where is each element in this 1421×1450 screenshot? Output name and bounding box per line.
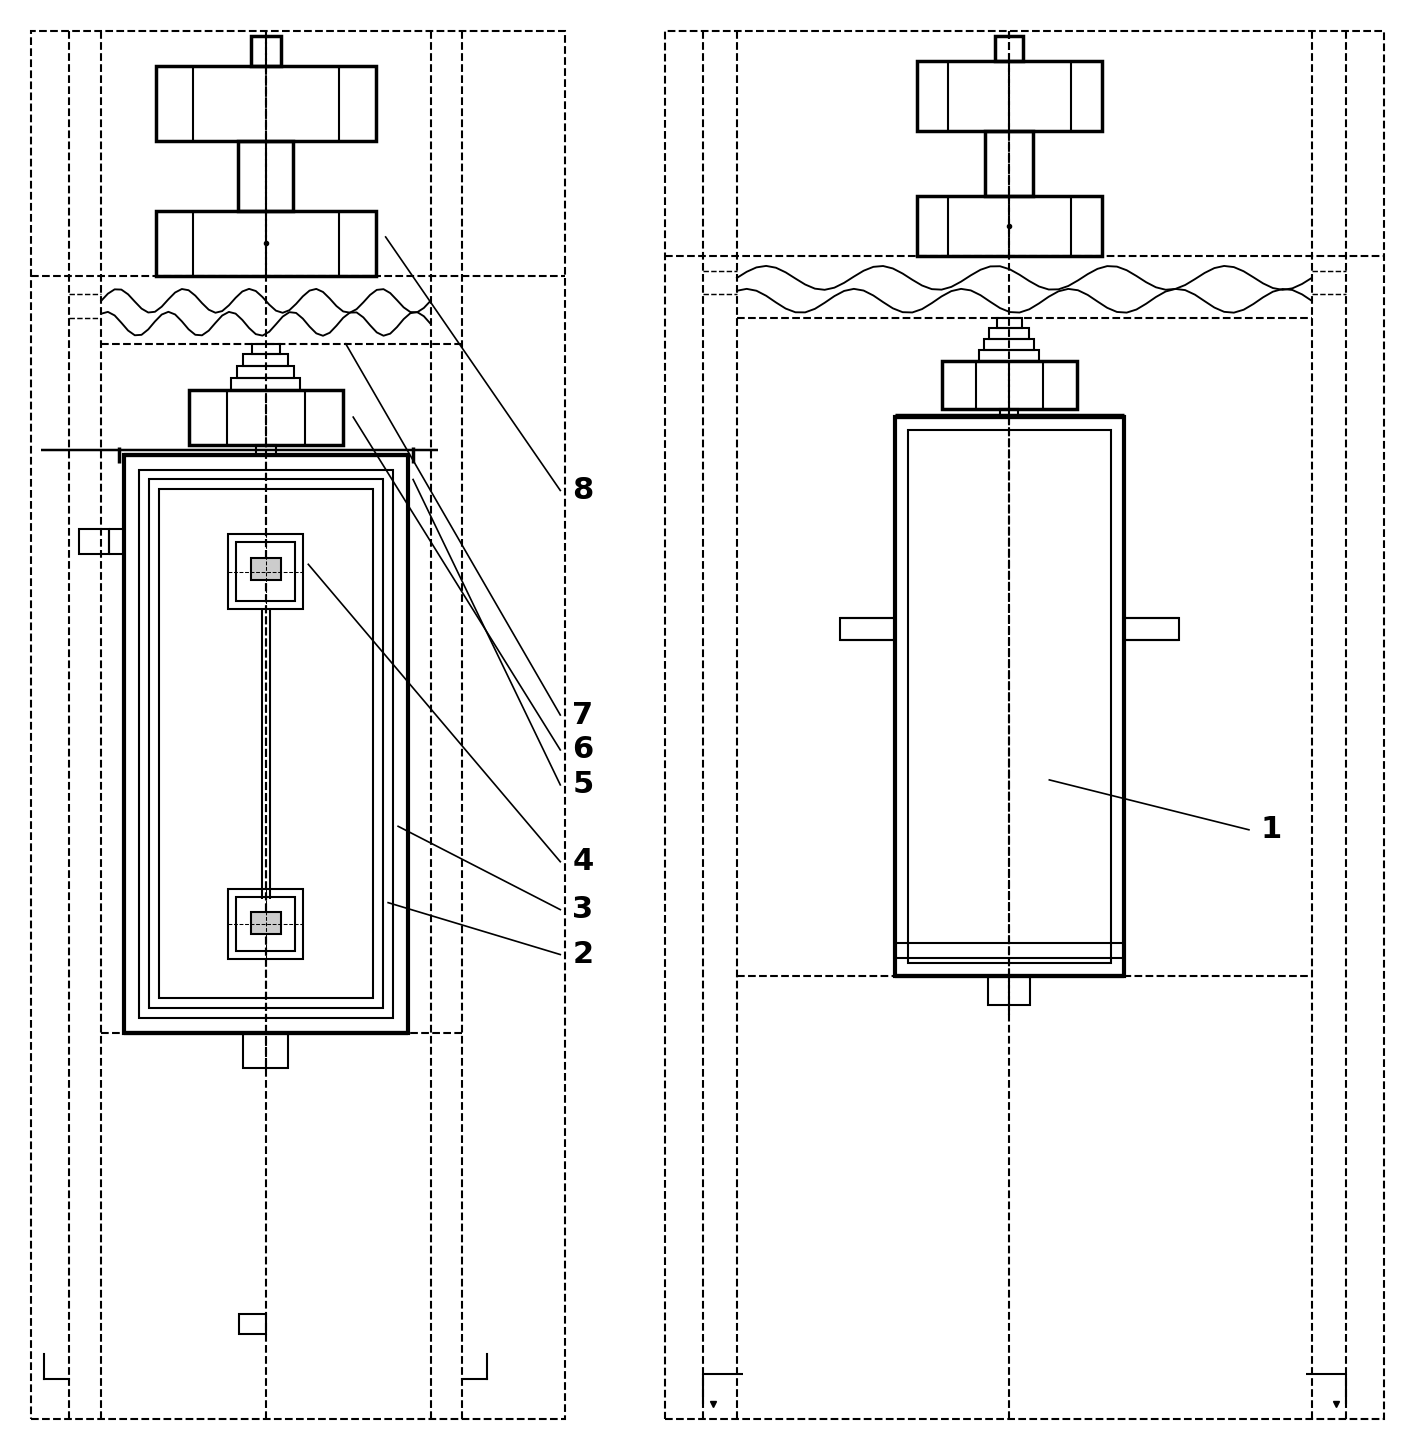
Bar xyxy=(156,212,375,276)
Bar xyxy=(252,558,281,580)
Bar xyxy=(996,36,1023,61)
Bar xyxy=(243,1034,288,1069)
Bar xyxy=(159,490,374,999)
Bar xyxy=(998,318,1022,328)
Bar xyxy=(942,361,1077,409)
Bar xyxy=(252,912,281,934)
Text: 1: 1 xyxy=(1260,815,1282,844)
Bar xyxy=(229,535,303,609)
Bar xyxy=(989,328,1029,339)
Bar xyxy=(1124,618,1179,639)
Bar xyxy=(31,32,566,1418)
Bar xyxy=(252,36,281,67)
Text: 2: 2 xyxy=(573,940,594,969)
Bar xyxy=(237,365,294,377)
Bar xyxy=(917,61,1101,130)
Bar xyxy=(917,196,1101,255)
Text: 3: 3 xyxy=(573,895,594,924)
Bar xyxy=(665,32,1384,1418)
Bar xyxy=(236,542,296,602)
Bar xyxy=(124,454,408,1034)
Bar xyxy=(236,896,296,951)
Bar xyxy=(239,1314,266,1334)
Bar xyxy=(78,529,108,554)
Bar xyxy=(189,390,344,445)
Bar xyxy=(139,470,394,1018)
Text: 8: 8 xyxy=(573,476,594,505)
Bar xyxy=(239,141,293,212)
Bar xyxy=(256,445,276,454)
Bar xyxy=(1000,409,1019,416)
Bar xyxy=(149,480,384,1008)
Text: 6: 6 xyxy=(573,735,594,764)
Text: 5: 5 xyxy=(573,770,594,799)
Bar xyxy=(985,339,1034,349)
Text: 7: 7 xyxy=(573,700,594,729)
Bar xyxy=(979,349,1039,361)
Bar xyxy=(243,354,288,365)
Bar xyxy=(229,889,303,958)
Bar xyxy=(908,429,1111,963)
Bar xyxy=(252,344,280,354)
Bar xyxy=(156,67,375,141)
Bar xyxy=(989,976,1030,1005)
Text: 4: 4 xyxy=(573,847,594,876)
Bar xyxy=(232,377,300,390)
Bar xyxy=(895,416,1124,976)
Bar xyxy=(985,130,1033,196)
Bar xyxy=(840,618,895,639)
